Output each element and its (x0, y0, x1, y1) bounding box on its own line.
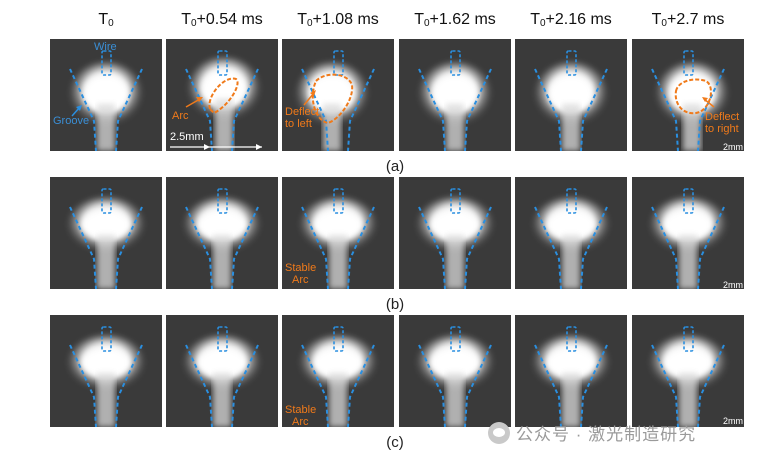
panel-b-5 (632, 177, 744, 289)
scale-bar-a: 2mm (722, 142, 744, 154)
panel-c-3 (399, 315, 511, 427)
stable-arc-label-c-2: Arc (292, 416, 309, 428)
scale-bar-c: 2mm (722, 416, 744, 428)
deflect-left-label-2: to left (285, 118, 312, 130)
arc-label: Arc (172, 110, 189, 122)
panel-a-4 (515, 39, 627, 151)
scale-bar-b: 2mm (722, 280, 744, 292)
row-label-b: (b) (385, 296, 405, 313)
column-header-4: T0+2.16 ms (530, 11, 612, 29)
stable-arc-label-c-1: Stable (285, 404, 317, 416)
stable-arc-label-b-1: Stable (285, 262, 317, 274)
column-header-1: T0+0.54 ms (181, 11, 263, 29)
panel-c-5 (632, 315, 744, 427)
panel-c-0 (50, 315, 162, 427)
column-header-0: T0 (98, 11, 114, 29)
watermark: 公众号 · 激光制造研究 (488, 420, 696, 445)
panel-c-1 (166, 315, 278, 427)
panel-a-3 (399, 39, 511, 151)
panel-a-1 (166, 39, 278, 151)
panel-b-1 (166, 177, 278, 289)
watermark-text: 公众号 · 激光制造研究 (516, 425, 697, 444)
deflect-right-label-1: Deflect (705, 111, 740, 123)
stable-arc-label-b-2: Arc (292, 274, 309, 286)
panel-a-5 (632, 39, 744, 151)
groove-label: Groove (53, 115, 90, 127)
panel-b-2 (282, 177, 394, 289)
panel-b-4 (515, 177, 627, 289)
wire-label: Wire (94, 41, 117, 53)
panel-b-0 (50, 177, 162, 289)
panel-c-2 (282, 315, 394, 427)
panel-a-0 (50, 39, 162, 151)
deflect-right-label-2: to right (705, 123, 739, 135)
panel-c-4 (515, 315, 627, 427)
column-header-5: T0+2.7 ms (651, 11, 725, 29)
deflect-left-label-1: Deflect (285, 106, 320, 118)
panel-b-3 (399, 177, 511, 289)
panel-a-2 (282, 39, 394, 151)
column-header-3: T0+1.62 ms (414, 11, 496, 29)
wechat-icon (488, 421, 510, 444)
row-label-c: (c) (386, 434, 404, 451)
length-label: 2.5mm (170, 131, 204, 143)
column-header-2: T0+1.08 ms (297, 11, 379, 29)
row-label-a: (a) (385, 158, 405, 175)
